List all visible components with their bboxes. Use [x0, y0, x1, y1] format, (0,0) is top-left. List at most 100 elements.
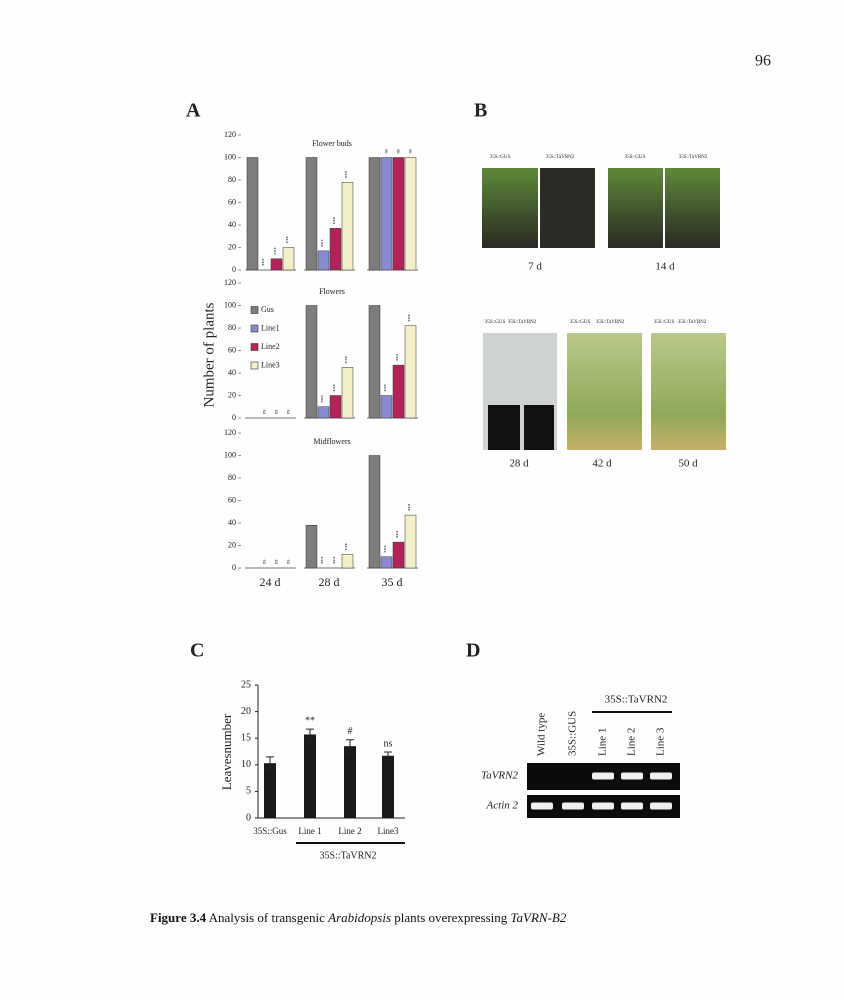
caption: Figure 3.4 Analysis of transgenic Arabid…: [150, 910, 566, 926]
significance-label: ***: [409, 314, 414, 322]
photo-label: 35S::TaVRN2: [596, 320, 625, 325]
caption-gene: TaVRN-B2: [510, 910, 567, 925]
bar: [270, 258, 283, 271]
significance-label: ***: [385, 545, 390, 553]
gel-band: [650, 772, 672, 780]
bar: [392, 364, 405, 419]
bar: [382, 755, 394, 818]
gel-band: [531, 802, 553, 810]
y-tick-label: 120: [224, 278, 236, 287]
significance-label: ns: [275, 410, 280, 415]
group-label: 35S::TaVRN2: [319, 850, 376, 861]
y-tick-label: 100: [224, 450, 236, 459]
y-tick-label: 60: [228, 495, 236, 504]
photo-label: 35S::GUS: [654, 320, 675, 325]
bar: [404, 157, 417, 271]
legend-label: Line2: [261, 342, 280, 351]
bar: [329, 228, 342, 271]
significance-label: ***: [409, 503, 414, 511]
x-tick-label: 24 d: [260, 575, 281, 589]
panel-letter: D: [466, 640, 480, 662]
y-axis-label: Leavesnumber: [219, 713, 234, 790]
significance-label: ns: [287, 410, 292, 415]
y-tick-label: 0: [232, 265, 236, 274]
x-tick-label: 28 d: [319, 575, 340, 589]
gel-band: [592, 772, 614, 780]
y-tick-label: 80: [228, 323, 236, 332]
significance-label: ***: [334, 384, 339, 392]
y-tick-label: 5: [246, 786, 251, 797]
bar: [392, 541, 405, 569]
y-tick-label: 100: [224, 300, 236, 309]
significance-label: ***: [346, 543, 351, 551]
significance-label: ns: [409, 149, 414, 154]
photo: [651, 333, 726, 450]
x-tick-label: Line 1: [298, 826, 321, 836]
group-label: 35S::TaVRN2: [605, 694, 668, 706]
error-bar: [306, 728, 314, 741]
significance-label: ***: [397, 353, 402, 361]
bar: [317, 406, 330, 419]
significance-label: ns: [384, 738, 393, 749]
legend-label: Line1: [261, 323, 280, 332]
significance-label: ***: [322, 395, 327, 403]
y-tick-label: 20: [228, 540, 236, 549]
bar: [368, 157, 381, 271]
significance-label: ns: [263, 410, 268, 415]
x-tick-label: Line 2: [338, 826, 361, 836]
error-bar: [384, 751, 392, 760]
photo-label: 35S::TaVRN2: [678, 320, 707, 325]
lane-label: Wild type: [536, 713, 548, 756]
photo: [665, 168, 720, 248]
photo-label: 35S::TaVRN2: [679, 155, 708, 160]
significance-label: #: [348, 726, 353, 737]
photo: [524, 405, 554, 450]
y-tick-label: 100: [224, 152, 236, 161]
x-tick-label: 35S::Gus: [253, 826, 287, 836]
significance-label: ***: [322, 556, 327, 564]
bar: [341, 554, 354, 569]
subplot-title: Midflowers: [313, 437, 350, 446]
day-label: 7 d: [528, 261, 542, 273]
significance-label: ***: [322, 239, 327, 247]
day-label: 42 d: [592, 458, 612, 470]
y-tick-label: 40: [228, 368, 236, 377]
caption-text: Analysis of transgenic: [208, 910, 325, 925]
error-bar: [346, 739, 354, 754]
x-tick-label: Line3: [378, 826, 399, 836]
caption-species: Arabidopsis: [328, 910, 391, 925]
bar: [317, 250, 330, 271]
bar: [368, 305, 381, 419]
y-tick-label: 80: [228, 473, 236, 482]
significance-label: ***: [275, 247, 280, 255]
significance-label: ***: [334, 556, 339, 564]
significance-label: ns: [287, 560, 292, 565]
bar: [344, 746, 356, 818]
y-tick-label: 15: [241, 732, 251, 743]
day-label: 50 d: [678, 458, 698, 470]
legend-label: Line3: [261, 360, 280, 369]
row-label: TaVRN2: [481, 770, 518, 782]
subplot-title: Flower buds: [312, 139, 352, 148]
legend-swatch: [250, 343, 259, 351]
photo-label: 35S::GUS: [490, 155, 511, 160]
significance-label: ***: [346, 170, 351, 178]
gel-band: [621, 802, 643, 810]
photo: [540, 168, 595, 248]
y-tick-label: 10: [241, 759, 251, 770]
error-bar: [266, 756, 274, 771]
bar: [264, 763, 276, 818]
bar: [341, 367, 354, 419]
caption-text: plants overexpressing: [394, 910, 508, 925]
photo: [488, 405, 520, 450]
y-tick-label: 80: [228, 175, 236, 184]
photo: [608, 168, 663, 248]
bar: [368, 455, 381, 569]
bar: [305, 525, 318, 569]
y-tick-label: 40: [228, 518, 236, 527]
significance-label: ns: [275, 560, 280, 565]
photo-label: 35S::GUS: [485, 320, 506, 325]
bar: [392, 157, 405, 271]
bar: [329, 395, 342, 419]
